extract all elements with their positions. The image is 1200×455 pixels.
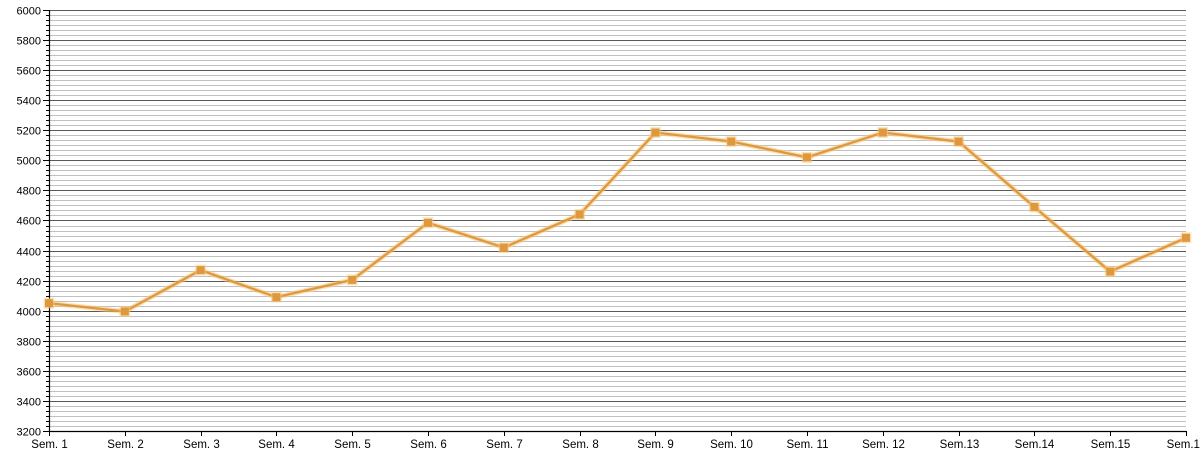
svg-text:5400: 5400 xyxy=(17,96,41,108)
svg-text:Sem. 6: Sem. 6 xyxy=(410,439,446,450)
svg-text:5000: 5000 xyxy=(17,156,41,168)
svg-text:3800: 3800 xyxy=(17,337,41,349)
svg-text:Sem. 3: Sem. 3 xyxy=(183,439,219,450)
svg-text:Sem.15: Sem.15 xyxy=(1091,439,1131,450)
svg-text:Sem. 10: Sem. 10 xyxy=(710,439,753,450)
svg-text:4800: 4800 xyxy=(17,186,41,198)
svg-text:Sem. 8: Sem. 8 xyxy=(562,439,598,450)
svg-text:Sem.13: Sem.13 xyxy=(940,439,980,450)
svg-text:Sem. 7: Sem. 7 xyxy=(486,439,522,450)
svg-text:4400: 4400 xyxy=(17,247,41,259)
svg-text:6000: 6000 xyxy=(17,6,41,18)
svg-text:Sem. 1: Sem. 1 xyxy=(31,439,67,450)
svg-text:Sem. 11: Sem. 11 xyxy=(787,439,829,450)
svg-text:Sem.16: Sem.16 xyxy=(1167,439,1200,450)
svg-text:Sem. 2: Sem. 2 xyxy=(107,439,143,450)
svg-text:Sem. 12: Sem. 12 xyxy=(862,439,905,450)
svg-text:Sem. 5: Sem. 5 xyxy=(334,439,370,450)
svg-text:Sem.14: Sem.14 xyxy=(1015,439,1055,450)
svg-text:4000: 4000 xyxy=(17,307,41,319)
svg-text:Sem. 4: Sem. 4 xyxy=(258,439,295,450)
svg-text:5200: 5200 xyxy=(17,126,41,138)
svg-text:3200: 3200 xyxy=(17,427,41,439)
svg-text:3400: 3400 xyxy=(17,397,41,409)
svg-text:3600: 3600 xyxy=(17,367,41,379)
svg-text:5600: 5600 xyxy=(17,66,41,78)
svg-text:5800: 5800 xyxy=(17,36,41,48)
svg-text:4200: 4200 xyxy=(17,277,41,289)
svg-text:4600: 4600 xyxy=(17,216,41,228)
svg-text:Sem. 9: Sem. 9 xyxy=(637,439,673,450)
